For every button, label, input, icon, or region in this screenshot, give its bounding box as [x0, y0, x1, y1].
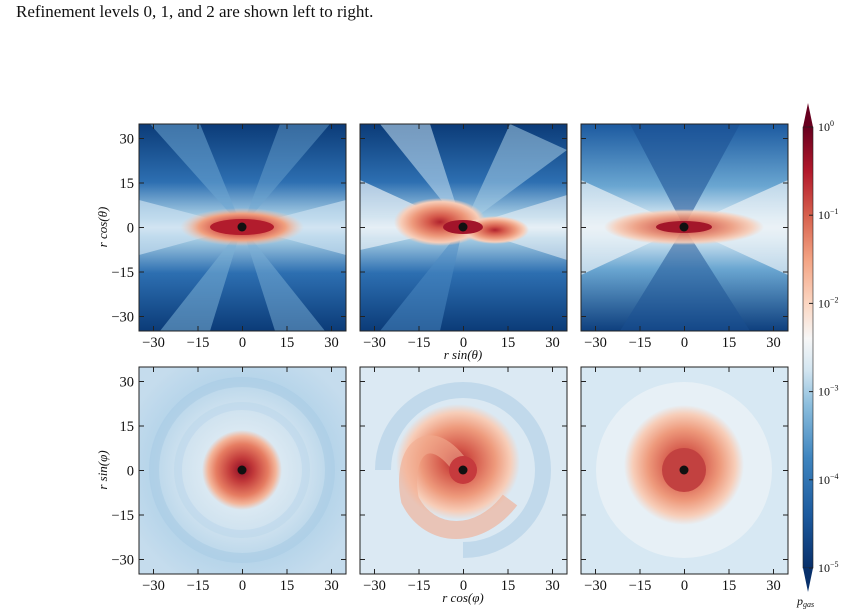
panel-bottom-level-2	[581, 367, 788, 574]
colorbar-tick-label: 10−3	[818, 384, 839, 399]
x-tick-label: −30	[584, 335, 607, 351]
x-tick-label: 0	[681, 335, 688, 351]
x-tick-label: −15	[187, 578, 210, 594]
figure-caption: Refinement levels 0, 1, and 2 are shown …	[16, 2, 374, 21]
x-tick-label: 30	[545, 578, 560, 594]
x-tick-label: −15	[629, 578, 652, 594]
y-tick-label: −15	[111, 265, 134, 281]
x-tick-label: −30	[363, 578, 386, 594]
x-tick-label: 30	[324, 335, 339, 351]
colorbar-tick-label: 10−1	[818, 207, 839, 222]
colorbar: 100 10−1 10−2 10−3 10−4 10−5 pgas	[796, 103, 839, 609]
panel-top-level-0	[139, 124, 346, 331]
x-tick-label: 30	[545, 335, 560, 351]
colorbar-ticks: 100 10−1 10−2 10−3 10−4 10−5	[809, 119, 839, 575]
panel-top-level-1	[360, 124, 567, 331]
ylabel-top: r cos(θ)	[95, 207, 110, 248]
x-tick-label: 15	[501, 578, 516, 594]
xlabel-bottom: r cos(φ)	[442, 590, 484, 605]
x-tick-label: −15	[187, 335, 210, 351]
x-tick-label: 0	[460, 578, 467, 594]
x-tick-label: 15	[501, 335, 516, 351]
ylabel-bottom: r sin(φ)	[95, 450, 110, 489]
x-tick-label: 30	[766, 335, 781, 351]
x-tick-label: 15	[280, 578, 295, 594]
colorbar-tick-label: 100	[818, 119, 834, 134]
colorbar-tick-label: 10−2	[818, 295, 839, 310]
xlabel-top: r sin(θ)	[444, 347, 483, 362]
x-tick-label: −15	[408, 578, 431, 594]
axis-ticks: −30 30 −15 15 0 0 15 −15 30 −30 −30 −15 0 15 30 −30 −15 0…	[111, 124, 788, 594]
x-tick-label: 15	[722, 578, 737, 594]
y-tick-label: −30	[111, 553, 134, 569]
y-tick-label: −15	[111, 508, 134, 524]
x-tick-label: 0	[460, 335, 467, 351]
x-tick-label: 0	[681, 578, 688, 594]
colorbar-tick-label: 10−4	[818, 472, 839, 487]
y-tick-label: 30	[120, 131, 135, 147]
y-tick-label: 15	[120, 176, 135, 192]
y-tick-label: 0	[127, 221, 134, 237]
colorbar-tick-label: 10−5	[818, 560, 839, 575]
y-tick-label: 30	[120, 374, 135, 390]
y-tick-label: −30	[111, 310, 134, 326]
x-tick-label: −30	[142, 578, 165, 594]
x-tick-label: −15	[408, 335, 431, 351]
panel-top-level-2	[581, 124, 788, 331]
panel-bottom-level-0	[139, 367, 346, 574]
x-tick-label: −30	[363, 335, 386, 351]
x-tick-label: 15	[722, 335, 737, 351]
y-tick-label: 15	[120, 419, 135, 435]
y-tick-label: 0	[127, 464, 134, 480]
x-tick-label: 30	[766, 578, 781, 594]
x-tick-label: 0	[239, 578, 246, 594]
x-tick-label: −30	[142, 335, 165, 351]
x-tick-label: 30	[324, 578, 339, 594]
x-tick-label: −30	[584, 578, 607, 594]
x-tick-label: −15	[629, 335, 652, 351]
x-tick-label: 0	[239, 335, 246, 351]
colorbar-label: pgas	[796, 594, 814, 609]
x-tick-label: 15	[280, 335, 295, 351]
panel-bottom-level-1	[360, 367, 567, 574]
